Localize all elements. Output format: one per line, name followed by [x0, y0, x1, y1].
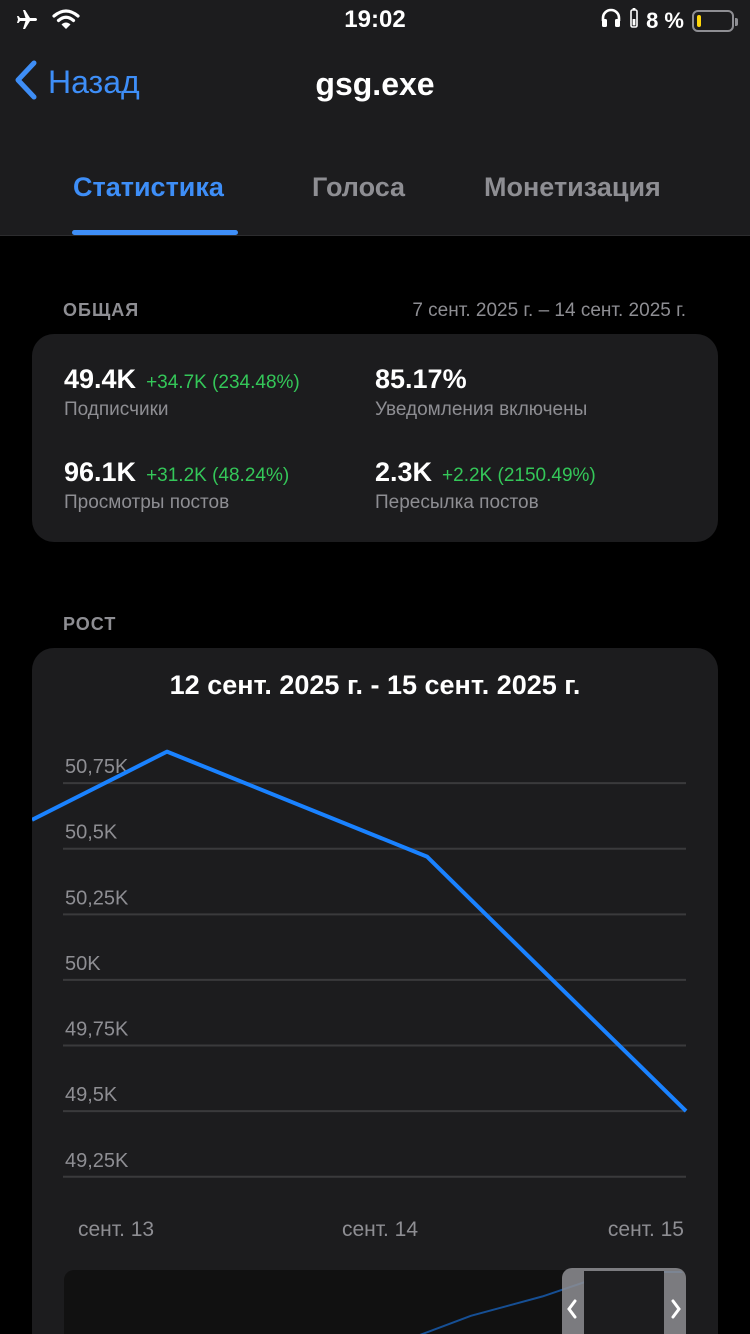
- chevron-right-icon: [671, 1299, 681, 1319]
- status-time: 19:02: [344, 6, 406, 33]
- tab-bar: Статистика Голоса Монетизация: [0, 168, 750, 236]
- tab-votes[interactable]: Голоса: [312, 172, 406, 202]
- stat-post-shares: 2.3K +2.2K (2150.49%) Пересылка постов: [375, 457, 596, 514]
- stat-value: 96.1K: [64, 457, 137, 487]
- y-tick-label: 49,25K: [65, 1150, 129, 1172]
- x-tick-label: сент. 14: [342, 1218, 418, 1241]
- stat-notifications: 85.17% Уведомления включены: [375, 364, 587, 421]
- chevron-left-icon: [567, 1299, 577, 1319]
- stat-label: Подписчики: [64, 399, 169, 420]
- growth-chart-card: 12 сент. 2025 г. - 15 сент. 2025 г. 50,7…: [32, 648, 718, 1334]
- stat-delta: +34.7K (234.48%): [146, 372, 300, 393]
- chevron-left-icon: [14, 60, 38, 105]
- page-title: gsg.exe: [315, 66, 435, 102]
- battery-status-icon: [630, 8, 638, 33]
- navigator-range-handle[interactable]: [562, 1268, 686, 1334]
- active-tab-indicator: [72, 230, 238, 235]
- headphones-icon: [600, 7, 622, 34]
- stat-subscribers: 49.4K +34.7K (234.48%) Подписчики: [64, 364, 300, 421]
- wifi-icon: [52, 9, 80, 36]
- overview-card: 49.4K +34.7K (234.48%) Подписчики 85.17%…: [32, 334, 718, 542]
- stat-delta: +2.2K (2150.49%): [442, 465, 596, 486]
- back-label: Назад: [48, 64, 140, 100]
- stat-post-views: 96.1K +31.2K (48.24%) Просмотры постов: [64, 457, 289, 514]
- battery-percent: 8 %: [646, 7, 684, 33]
- stat-value: 2.3K: [375, 457, 433, 487]
- growth-line-chart: 50,75K 50,5K 50,25K 50K 49,75K 49,5K 49,25K сен…: [32, 749, 688, 1241]
- y-tick-label: 49,75K: [65, 1019, 129, 1041]
- y-tick-label: 50,5K: [65, 822, 118, 844]
- y-tick-label: 50,75K: [65, 756, 129, 778]
- stat-label: Уведомления включены: [375, 399, 588, 420]
- y-tick-label: 50K: [65, 953, 101, 975]
- x-tick-label: сент. 15: [608, 1218, 684, 1241]
- chart-title: 12 сент. 2025 г. - 15 сент. 2025 г.: [169, 670, 581, 700]
- tab-monetization[interactable]: Монетизация: [484, 172, 661, 202]
- status-bar: 19:02 8 %: [0, 0, 750, 40]
- stat-value: 49.4K: [64, 364, 137, 394]
- overview-header: ОБЩАЯ: [63, 300, 140, 320]
- y-tick-label: 50,25K: [65, 887, 129, 909]
- tab-statistics[interactable]: Статистика: [73, 172, 224, 202]
- back-button[interactable]: Назад: [14, 60, 140, 105]
- airplane-icon: [14, 8, 40, 37]
- battery-icon: [692, 9, 738, 32]
- stat-label: Просмотры постов: [64, 492, 230, 513]
- navigation-bar: Назад gsg.exe Статистика Голоса Монетиза…: [0, 40, 750, 236]
- stat-value: 85.17%: [375, 364, 467, 394]
- stat-label: Пересылка постов: [375, 492, 539, 513]
- overview-date-range: 7 сент. 2025 г. – 14 сент. 2025 г.: [412, 300, 686, 321]
- x-tick-label: сент. 13: [78, 1218, 154, 1241]
- stat-delta: +31.2K (48.24%): [146, 465, 290, 486]
- growth-header: РОСТ: [63, 614, 117, 634]
- y-tick-label: 49,5K: [65, 1084, 118, 1106]
- series-line: [32, 749, 688, 1113]
